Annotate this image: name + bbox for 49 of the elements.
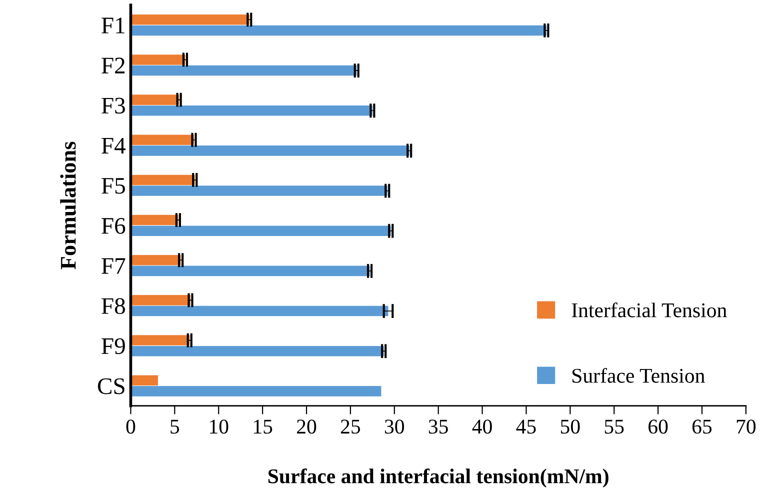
- y-tick-label: F8: [102, 298, 125, 314]
- x-tick-label: 45: [516, 420, 536, 434]
- bar: [130, 186, 388, 196]
- x-tick-label: 50: [560, 420, 580, 434]
- bar: [130, 174, 195, 186]
- x-tick-label: 70: [736, 420, 756, 434]
- bar: [130, 346, 384, 356]
- y-tick-label: F4: [102, 138, 126, 154]
- bar: [130, 295, 190, 306]
- bar: [130, 226, 391, 236]
- bar: [130, 65, 357, 76]
- x-tick-label: 10: [210, 420, 228, 434]
- y-tick-label: F7: [102, 258, 126, 274]
- bar: [130, 146, 410, 156]
- x-tick-label: 60: [648, 420, 668, 434]
- legend-label: Interfacial Tension: [572, 302, 727, 318]
- y-tick-label: F1: [102, 18, 124, 34]
- bar: [130, 306, 388, 316]
- x-tick-label: 35: [428, 420, 448, 434]
- bar: [130, 105, 372, 116]
- x-tick-label: 55: [604, 420, 624, 434]
- x-tick-label: 0: [126, 420, 136, 434]
- x-tick-label: 25: [340, 420, 360, 434]
- bar: [130, 214, 178, 226]
- y-tick-label: F9: [102, 338, 125, 354]
- x-tick-label: 15: [254, 420, 272, 434]
- x-tick-label: 30: [384, 420, 404, 434]
- x-tick-label: 20: [297, 420, 316, 434]
- x-tick-label: 65: [692, 420, 712, 434]
- bar: [130, 94, 180, 105]
- bar: [130, 25, 546, 36]
- bar: [130, 14, 250, 25]
- x-tick-label: 5: [170, 420, 180, 434]
- legend-label: Surface Tension: [572, 368, 705, 383]
- bar: [130, 54, 186, 65]
- bar: [130, 386, 382, 396]
- y-tick-label: CS: [98, 378, 124, 394]
- y-axis-title: Formulations: [60, 142, 76, 270]
- bar: [130, 254, 181, 266]
- y-tick-label: F2: [102, 58, 125, 74]
- y-tick-label: F3: [102, 98, 125, 114]
- y-tick-label: F6: [102, 218, 126, 234]
- bar: [130, 375, 158, 386]
- x-axis-title: Surface and interfacial tension(mN/m): [268, 468, 608, 488]
- bar: [130, 335, 190, 346]
- bar: [130, 266, 370, 276]
- bar: [130, 134, 194, 146]
- y-tick-label: F5: [102, 178, 125, 194]
- x-tick-label: 40: [472, 420, 492, 434]
